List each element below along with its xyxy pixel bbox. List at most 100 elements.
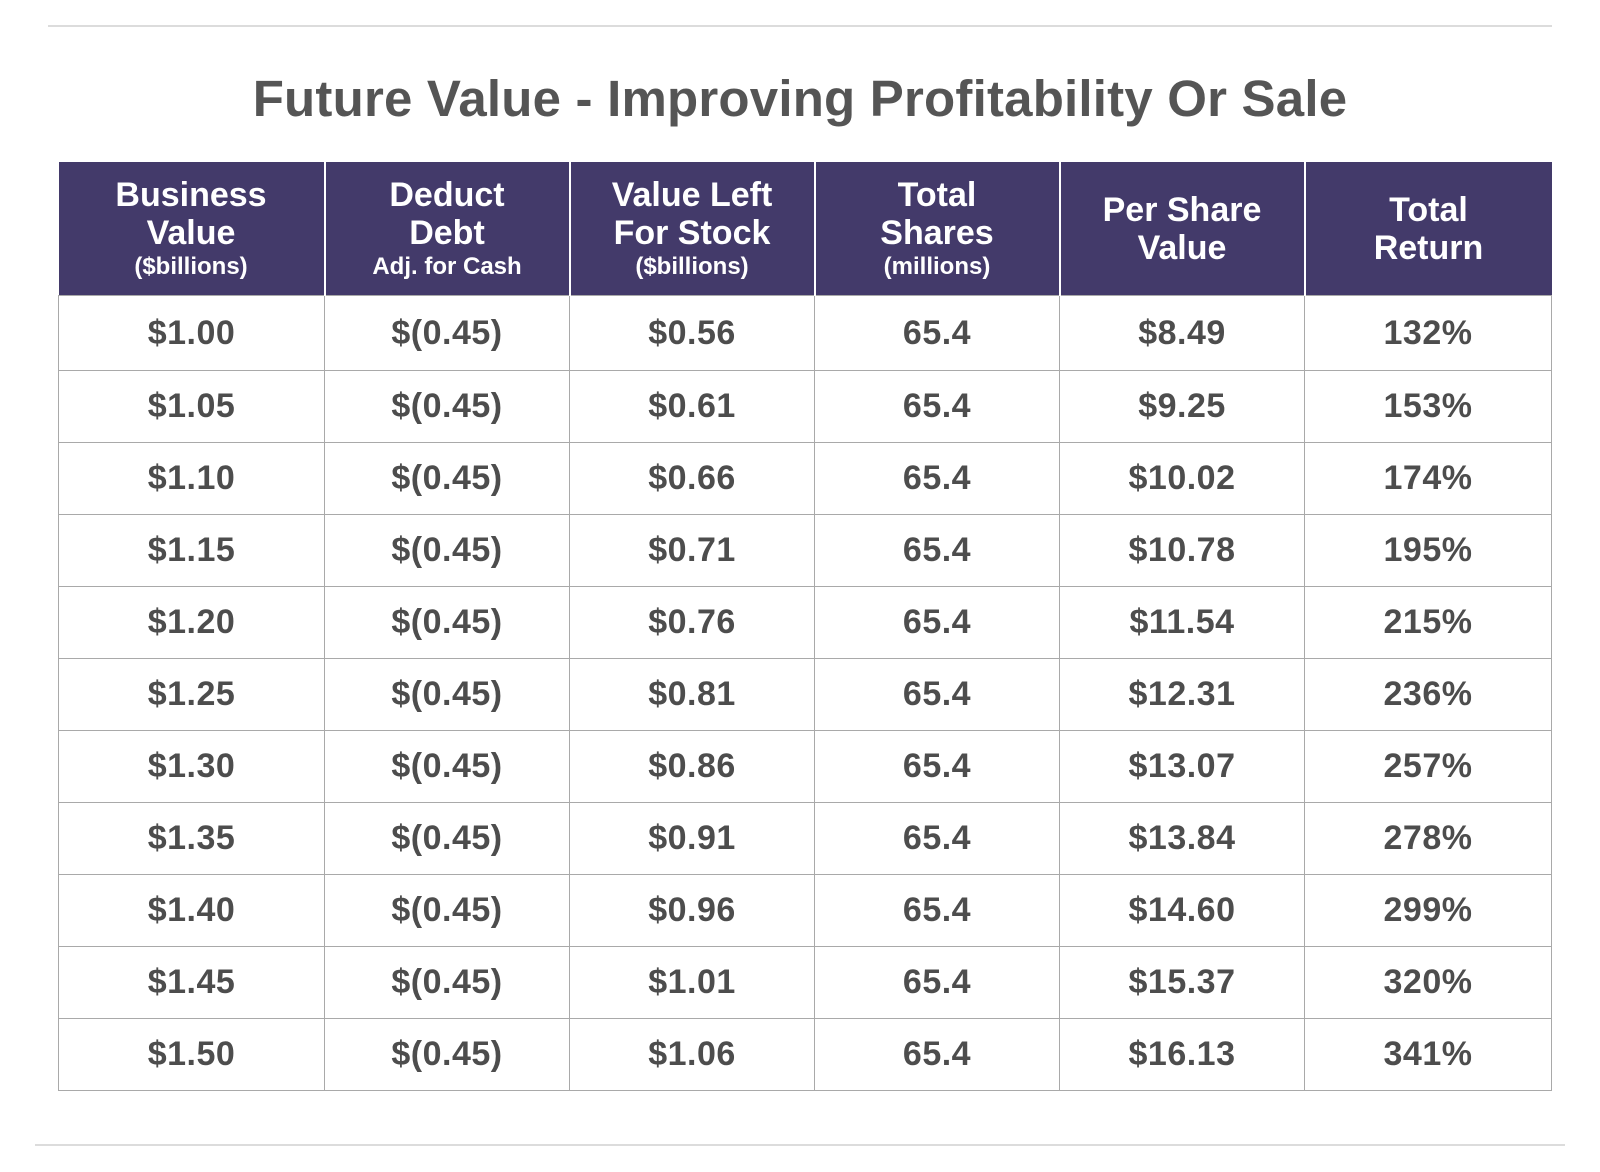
header-row: Business Value ($billions) Deduct Debt A… xyxy=(58,162,1552,296)
cell-total-return: 257% xyxy=(1304,730,1552,803)
cell-per-share-value: $14.60 xyxy=(1059,874,1305,947)
cell-total-shares: 65.4 xyxy=(814,370,1060,443)
cell-deduct-debt: $(0.45) xyxy=(324,802,570,875)
cell-total-return: 320% xyxy=(1304,946,1552,1019)
column-header-line: For Stock xyxy=(613,213,771,252)
cell-total-return: 132% xyxy=(1304,295,1552,371)
chart-title: Future Value - Improving Profitability O… xyxy=(252,70,1348,127)
column-header-line: Total xyxy=(1389,190,1468,229)
column-header-line: Shares xyxy=(880,213,994,252)
cell-total-shares: 65.4 xyxy=(814,658,1060,731)
cell-value-left-for-stock: $0.56 xyxy=(569,295,815,371)
cell-total-return: 215% xyxy=(1304,586,1552,659)
cell-business-value: $1.25 xyxy=(58,658,325,731)
table-row: $1.40 $(0.45) $0.96 65.4 $14.60 299% xyxy=(58,874,1552,947)
cell-business-value: $1.30 xyxy=(58,730,325,803)
cell-value-left-for-stock: $0.91 xyxy=(569,802,815,875)
table-row: $1.25 $(0.45) $0.81 65.4 $12.31 236% xyxy=(58,658,1552,731)
cell-total-return: 153% xyxy=(1304,370,1552,443)
column-header-line: Per Share xyxy=(1102,190,1262,229)
column-header-subtitle: ($billions) xyxy=(134,252,248,280)
cell-per-share-value: $12.31 xyxy=(1059,658,1305,731)
column-header-total-return: Total Return xyxy=(1303,162,1552,296)
cell-per-share-value: $13.84 xyxy=(1059,802,1305,875)
cell-deduct-debt: $(0.45) xyxy=(324,1018,570,1091)
cell-value-left-for-stock: $1.01 xyxy=(569,946,815,1019)
cell-total-shares: 65.4 xyxy=(814,442,1060,515)
future-value-table: Business Value ($billions) Deduct Debt A… xyxy=(58,162,1552,1091)
column-header-line: Business xyxy=(115,175,267,214)
cell-business-value: $1.50 xyxy=(58,1018,325,1091)
cell-business-value: $1.35 xyxy=(58,802,325,875)
cell-total-return: 195% xyxy=(1304,514,1552,587)
table-row: $1.15 $(0.45) $0.71 65.4 $10.78 195% xyxy=(58,514,1552,587)
table-row: $1.00 $(0.45) $0.56 65.4 $8.49 132% xyxy=(58,295,1552,371)
cell-business-value: $1.05 xyxy=(58,370,325,443)
column-header-subtitle: Adj. for Cash xyxy=(372,252,522,280)
column-header-line: Deduct xyxy=(389,175,505,214)
cell-total-return: 278% xyxy=(1304,802,1552,875)
cell-value-left-for-stock: $0.76 xyxy=(569,586,815,659)
cell-value-left-for-stock: $0.61 xyxy=(569,370,815,443)
cell-total-return: 299% xyxy=(1304,874,1552,947)
column-header-line: Total xyxy=(897,175,977,214)
cell-total-shares: 65.4 xyxy=(814,802,1060,875)
cell-per-share-value: $8.49 xyxy=(1059,295,1305,371)
table-row: $1.35 $(0.45) $0.91 65.4 $13.84 278% xyxy=(58,802,1552,875)
cell-per-share-value: $9.25 xyxy=(1059,370,1305,443)
cell-total-shares: 65.4 xyxy=(814,586,1060,659)
cell-business-value: $1.40 xyxy=(58,874,325,947)
cell-value-left-for-stock: $0.66 xyxy=(569,442,815,515)
cell-per-share-value: $15.37 xyxy=(1059,946,1305,1019)
cell-total-shares: 65.4 xyxy=(814,946,1060,1019)
table-row: $1.45 $(0.45) $1.01 65.4 $15.37 320% xyxy=(58,946,1552,1019)
cell-deduct-debt: $(0.45) xyxy=(324,730,570,803)
table-body: $1.00 $(0.45) $0.56 65.4 $8.49 132% $1.05 $(0.4… xyxy=(58,295,1552,1091)
bottom-divider xyxy=(35,1144,1565,1146)
cell-value-left-for-stock: $1.06 xyxy=(569,1018,815,1091)
column-header-total-shares: Total Shares (millions) xyxy=(813,162,1060,296)
cell-deduct-debt: $(0.45) xyxy=(324,514,570,587)
cell-value-left-for-stock: $0.81 xyxy=(569,658,815,731)
cell-deduct-debt: $(0.45) xyxy=(324,874,570,947)
table-row: $1.05 $(0.45) $0.61 65.4 $9.25 153% xyxy=(58,370,1552,443)
cell-value-left-for-stock: $0.71 xyxy=(569,514,815,587)
cell-total-shares: 65.4 xyxy=(814,874,1060,947)
cell-value-left-for-stock: $0.96 xyxy=(569,874,815,947)
top-divider xyxy=(48,25,1552,27)
cell-business-value: $1.45 xyxy=(58,946,325,1019)
column-header-line: Value xyxy=(146,213,236,252)
cell-deduct-debt: $(0.45) xyxy=(324,586,570,659)
cell-per-share-value: $16.13 xyxy=(1059,1018,1305,1091)
cell-per-share-value: $10.02 xyxy=(1059,442,1305,515)
cell-per-share-value: $11.54 xyxy=(1059,586,1305,659)
cell-total-shares: 65.4 xyxy=(814,514,1060,587)
column-header-business-value: Business Value ($billions) xyxy=(58,162,325,296)
cell-total-shares: 65.4 xyxy=(814,730,1060,803)
column-header-line: Return xyxy=(1373,228,1484,267)
cell-total-shares: 65.4 xyxy=(814,1018,1060,1091)
cell-deduct-debt: $(0.45) xyxy=(324,295,570,371)
cell-total-return: 236% xyxy=(1304,658,1552,731)
table-row: $1.30 $(0.45) $0.86 65.4 $13.07 257% xyxy=(58,730,1552,803)
cell-business-value: $1.15 xyxy=(58,514,325,587)
cell-deduct-debt: $(0.45) xyxy=(324,442,570,515)
column-header-value-left-for-stock: Value Left For Stock ($billions) xyxy=(568,162,815,296)
cell-per-share-value: $10.78 xyxy=(1059,514,1305,587)
cell-business-value: $1.20 xyxy=(58,586,325,659)
cell-deduct-debt: $(0.45) xyxy=(324,370,570,443)
cell-total-return: 341% xyxy=(1304,1018,1552,1091)
cell-deduct-debt: $(0.45) xyxy=(324,658,570,731)
column-header-line: Debt xyxy=(409,213,485,252)
cell-total-return: 174% xyxy=(1304,442,1552,515)
cell-total-shares: 65.4 xyxy=(814,295,1060,371)
table-row: $1.10 $(0.45) $0.66 65.4 $10.02 174% xyxy=(58,442,1552,515)
cell-business-value: $1.00 xyxy=(58,295,325,371)
cell-per-share-value: $13.07 xyxy=(1059,730,1305,803)
cell-business-value: $1.10 xyxy=(58,442,325,515)
column-header-per-share-value: Per Share Value xyxy=(1058,162,1305,296)
table-row: $1.20 $(0.45) $0.76 65.4 $11.54 215% xyxy=(58,586,1552,659)
column-header-subtitle: ($billions) xyxy=(635,252,749,280)
column-header-line: Value xyxy=(1137,228,1227,267)
column-header-deduct-debt: Deduct Debt Adj. for Cash xyxy=(323,162,570,296)
